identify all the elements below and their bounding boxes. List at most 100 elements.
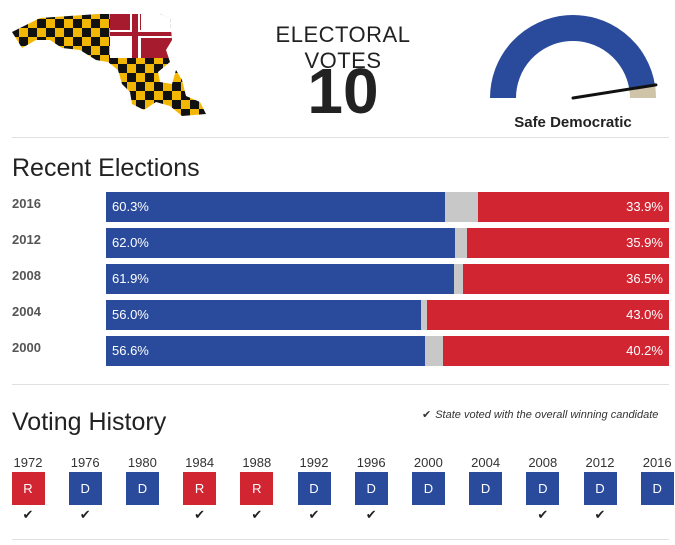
maryland-flag-map-icon — [12, 14, 206, 116]
empty-mark — [632, 507, 675, 525]
history-year: 1996 — [356, 455, 386, 470]
empty-mark — [461, 507, 511, 525]
history-year: 2008 — [528, 455, 558, 470]
recent-elections-title: Recent Elections — [12, 154, 200, 182]
check-icon: ✔ — [308, 507, 320, 522]
voting-history-list: 1972 R ✔ 1976 D ✔ 1980 D 1984 R ✔ 1988 R ✔ 1992 D ✔ 1996 D… — [0, 455, 675, 525]
check-icon: ✔ — [594, 507, 606, 522]
gauge-needle — [571, 83, 658, 100]
election-row: 2004 56.0% 43.0% — [0, 300, 675, 330]
rep-segment: 33.9% — [478, 192, 669, 222]
divider — [12, 137, 669, 138]
dem-segment: 56.0% — [106, 300, 422, 330]
history-item: 2004 D — [461, 455, 511, 525]
party-badge: D — [125, 472, 159, 505]
rep-percent: 33.9% — [626, 199, 663, 214]
history-item: 1972 R ✔ — [3, 455, 53, 525]
header: ELECTORAL VOTES 10 Safe Democratic — [0, 0, 675, 138]
party-badge: R — [240, 472, 274, 505]
rep-percent: 35.9% — [626, 235, 663, 250]
election-row: 2012 62.0% 35.9% — [0, 228, 675, 258]
history-item: 2012 D ✔ — [575, 455, 625, 525]
party-badge: D — [469, 472, 503, 505]
dem-percent: 56.6% — [112, 343, 149, 358]
result-bar: 56.6% 40.2% — [106, 336, 669, 366]
rep-segment: 35.9% — [466, 228, 669, 258]
check-icon: ✔ — [194, 507, 206, 522]
other-segment — [455, 228, 467, 258]
party-badge: D — [583, 472, 617, 505]
party-badge: D — [526, 472, 560, 505]
result-bar: 61.9% 36.5% — [106, 264, 669, 294]
history-item: 2008 D ✔ — [518, 455, 568, 525]
history-year: 1988 — [242, 455, 272, 470]
dem-segment: 56.6% — [106, 336, 425, 366]
other-segment — [454, 264, 464, 294]
party-badge: D — [297, 472, 331, 505]
history-year: 2016 — [642, 455, 672, 470]
dem-percent: 62.0% — [112, 235, 149, 250]
history-item: 1988 R ✔ — [232, 455, 282, 525]
party-badge: R — [183, 472, 217, 505]
result-bar: 62.0% 35.9% — [106, 228, 669, 258]
history-year: 1992 — [299, 455, 329, 470]
history-item: 2000 D — [403, 455, 453, 525]
history-item: 1980 D — [117, 455, 167, 525]
party-badge: D — [354, 472, 388, 505]
election-year: 2012 — [12, 232, 41, 247]
history-year: 1976 — [70, 455, 100, 470]
other-segment — [424, 336, 443, 366]
dem-segment: 61.9% — [106, 264, 455, 294]
rating-label: Safe Democratic — [514, 114, 632, 131]
gauge-other-arc — [629, 85, 656, 99]
election-row: 2000 56.6% 40.2% — [0, 336, 675, 366]
history-year: 2000 — [413, 455, 443, 470]
gauge-dem-arc — [490, 15, 655, 99]
dem-segment: 62.0% — [106, 228, 456, 258]
result-bar: 60.3% 33.9% — [106, 192, 669, 222]
election-year: 2004 — [12, 304, 41, 319]
party-badge: D — [68, 472, 102, 505]
history-year: 1984 — [185, 455, 215, 470]
election-year: 2016 — [12, 196, 41, 211]
election-row: 2016 60.3% 33.9% — [0, 192, 675, 222]
empty-mark — [117, 507, 167, 525]
electoral-votes-label: ELECTORAL VOTES — [275, 22, 411, 73]
electoral-votes-count: 10 — [307, 55, 379, 127]
empty-mark — [403, 507, 453, 525]
history-year: 2012 — [585, 455, 615, 470]
party-badge: R — [11, 472, 45, 505]
history-item: 2016 D — [632, 455, 675, 525]
check-icon: ✔ — [79, 507, 91, 522]
rep-segment: 36.5% — [463, 264, 669, 294]
dem-percent: 61.9% — [112, 271, 149, 286]
other-segment — [445, 192, 479, 222]
history-item: 1992 D ✔ — [289, 455, 339, 525]
rep-segment: 40.2% — [442, 336, 669, 366]
voting-history-title: Voting History — [12, 408, 167, 436]
check-icon: ✔ — [537, 507, 549, 522]
check-icon: ✔ — [422, 409, 432, 421]
check-icon: ✔ — [251, 507, 263, 522]
dem-percent: 60.3% — [112, 199, 149, 214]
dem-segment: 60.3% — [106, 192, 446, 222]
other-segment — [421, 300, 427, 330]
history-year: 2004 — [471, 455, 501, 470]
election-year: 2000 — [12, 340, 41, 355]
check-icon: ✔ — [365, 507, 377, 522]
divider — [12, 384, 669, 385]
dem-percent: 56.0% — [112, 307, 149, 322]
legend-text: State voted with the overall winning can… — [435, 409, 659, 421]
rep-percent: 36.5% — [626, 271, 663, 286]
divider — [12, 539, 669, 540]
history-item: 1976 D ✔ — [60, 455, 110, 525]
voting-history-legend: ✔ State voted with the overall winning ca… — [422, 408, 658, 421]
election-row: 2008 61.9% 36.5% — [0, 264, 675, 294]
check-icon: ✔ — [22, 507, 34, 522]
history-year: 1972 — [13, 455, 43, 470]
rep-percent: 43.0% — [626, 307, 663, 322]
history-item: 1996 D ✔ — [346, 455, 396, 525]
history-item: 1984 R ✔ — [175, 455, 225, 525]
rep-percent: 40.2% — [626, 343, 663, 358]
party-badge: D — [411, 472, 445, 505]
